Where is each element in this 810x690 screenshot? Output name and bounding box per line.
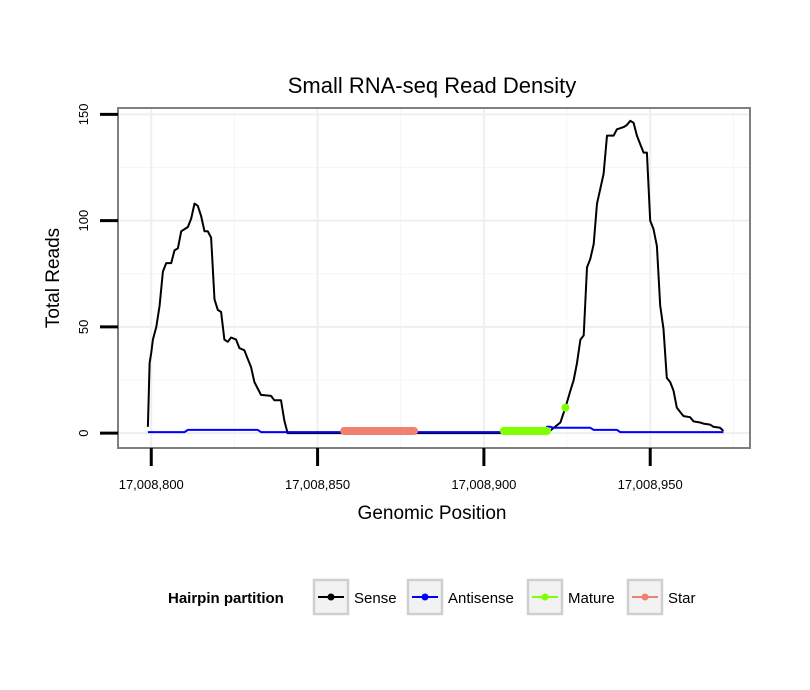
y-axis-title: Total Reads bbox=[43, 228, 64, 328]
panel-border bbox=[117, 107, 751, 449]
panel-background bbox=[118, 108, 750, 448]
legend-title: Hairpin partition bbox=[168, 590, 284, 607]
legend-key-point bbox=[541, 593, 549, 601]
x-axis-title: Genomic Position bbox=[358, 503, 507, 524]
mature-point bbox=[561, 403, 570, 412]
y-axis: 0 50 100 150 bbox=[76, 104, 118, 437]
y-tick-label: 50 bbox=[76, 320, 91, 334]
x-tick-label: 17,008,850 bbox=[285, 477, 350, 492]
legend-key-point bbox=[327, 593, 335, 601]
x-tick-label: 17,008,900 bbox=[451, 477, 516, 492]
legend-item-star: Star bbox=[626, 578, 696, 616]
x-tick-label: 17,008,950 bbox=[618, 477, 683, 492]
legend-item-antisense: Antisense bbox=[406, 578, 514, 616]
grid bbox=[118, 108, 750, 448]
legend-item-mature: Mature bbox=[526, 578, 615, 616]
y-tick-label: 100 bbox=[76, 210, 91, 232]
y-tick-label: 150 bbox=[76, 104, 91, 126]
legend-key-point bbox=[421, 593, 429, 601]
x-tick-label: 17,008,800 bbox=[119, 477, 184, 492]
legend-item-sense: Sense bbox=[312, 578, 397, 616]
plot-panel bbox=[117, 107, 751, 449]
chart-title: Small RNA-seq Read Density bbox=[288, 73, 577, 98]
legend-label: Sense bbox=[354, 590, 397, 607]
legend-label: Antisense bbox=[448, 590, 514, 607]
legend-label: Mature bbox=[568, 590, 615, 607]
series-layer bbox=[146, 119, 725, 435]
x-axis: 17,008,800 17,008,850 17,008,900 17,008,950 bbox=[119, 448, 683, 492]
legend-label: Star bbox=[668, 590, 696, 607]
y-tick-label: 0 bbox=[76, 429, 91, 436]
legend: Hairpin partition Sense Antisense Mature St… bbox=[168, 578, 696, 616]
legend-key-point bbox=[641, 593, 649, 601]
